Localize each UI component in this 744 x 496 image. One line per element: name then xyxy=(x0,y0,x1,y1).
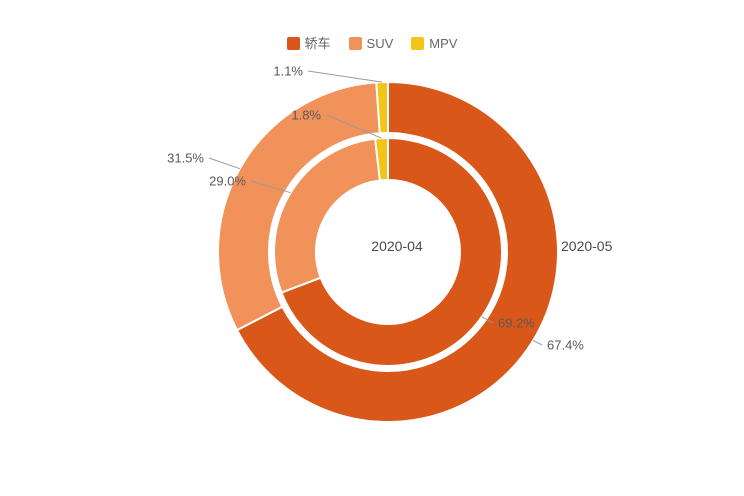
label-2020-05-sedan: 67.4% xyxy=(547,338,584,353)
label-2020-04-mpv: 1.8% xyxy=(291,108,321,123)
legend-swatch-sedan xyxy=(286,37,300,50)
legend-item-sedan[interactable]: 轿车 xyxy=(286,36,331,51)
legend-swatch-mpv xyxy=(411,37,425,50)
label-line-2020-04-sedan xyxy=(481,316,494,324)
label-line-2020-05-sedan xyxy=(532,339,543,346)
slice-2020-04-sedan[interactable] xyxy=(280,137,504,367)
label-line-2020-05-suv xyxy=(208,157,240,170)
slice-2020-04-mpv[interactable] xyxy=(374,136,389,182)
label-line-2020-05-mpv xyxy=(307,70,383,83)
legend-swatch-suv xyxy=(348,37,362,50)
slice-2020-05-sedan[interactable] xyxy=(236,81,559,423)
series-name-2020-05: 2020-05 xyxy=(561,238,613,254)
legend-label-mpv: MPV xyxy=(429,36,458,51)
slice-2020-05-suv[interactable] xyxy=(217,81,381,332)
label-2020-04-suv: 29.0% xyxy=(209,174,246,189)
legend-label-sedan: 轿车 xyxy=(304,36,331,51)
legend-item-suv[interactable]: SUV xyxy=(348,36,394,51)
label-2020-04-sedan: 69.2% xyxy=(498,316,535,331)
legend: 轿车 SUV MPV xyxy=(0,37,744,50)
slice-2020-04-suv[interactable] xyxy=(273,137,381,294)
label-line-2020-04-mpv xyxy=(325,114,382,139)
label-line-2020-04-suv xyxy=(250,180,291,194)
label-2020-05-mpv: 1.1% xyxy=(273,64,303,79)
legend-label-suv: SUV xyxy=(366,36,394,51)
series-name-2020-04: 2020-04 xyxy=(371,238,423,254)
label-2020-05-suv: 31.5% xyxy=(167,151,204,166)
legend-item-mpv[interactable]: MPV xyxy=(411,37,457,50)
